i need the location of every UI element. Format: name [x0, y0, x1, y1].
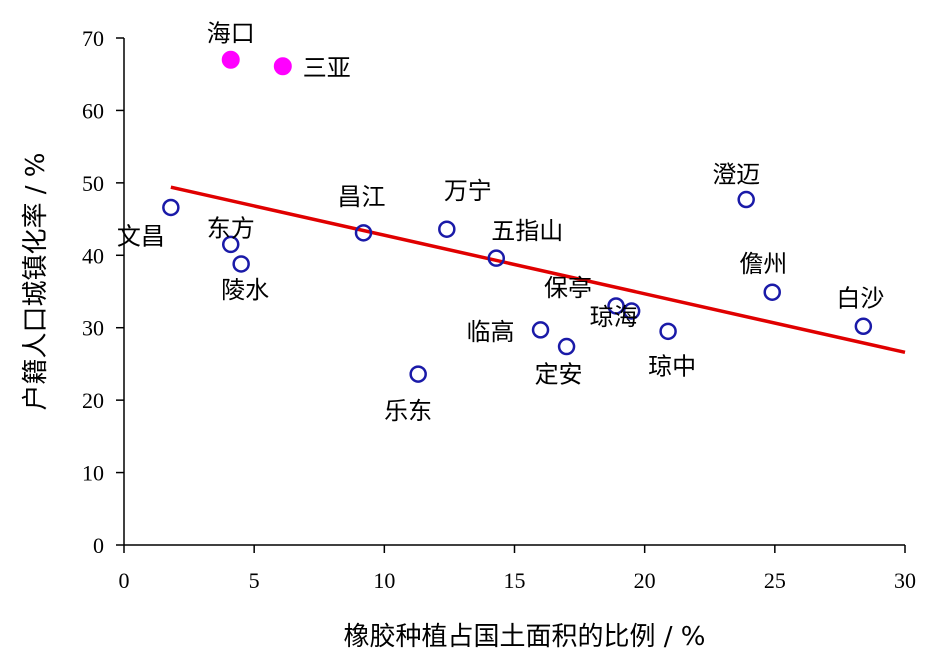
data-point — [737, 190, 755, 209]
x-tick-label: 25 — [764, 568, 786, 593]
point-label: 临高 — [467, 318, 515, 346]
trendline — [170, 185, 906, 355]
data-point — [232, 255, 250, 273]
data-point — [273, 57, 292, 76]
point-label: 文昌 — [117, 222, 165, 250]
data-point — [622, 302, 641, 320]
point-label: 儋州 — [739, 250, 787, 278]
data-point — [354, 224, 373, 242]
y-tick-label: 0 — [93, 533, 104, 558]
trendline-group — [170, 185, 906, 355]
point-label: 东方 — [207, 214, 255, 242]
point-label: 乐东 — [384, 397, 432, 425]
point-label: 陵水 — [221, 276, 269, 304]
point-label: 昌江 — [338, 183, 386, 211]
y-tick-label: 40 — [82, 243, 104, 268]
x-tick-label: 30 — [894, 568, 916, 593]
point-label: 白沙 — [836, 284, 884, 312]
y-tick-label: 70 — [82, 26, 104, 51]
point-label: 海口 — [207, 20, 255, 48]
y-axis-title: 户籍人口城镇化率 / % — [21, 153, 51, 411]
data-point — [487, 249, 506, 267]
point-label: 万宁 — [444, 177, 492, 205]
point-label: 琼海 — [590, 303, 638, 331]
data-point — [221, 235, 240, 254]
data-point — [438, 220, 456, 238]
data-point — [409, 365, 427, 383]
x-tick-label: 10 — [373, 568, 395, 593]
data-point — [854, 317, 873, 336]
data-point — [531, 321, 550, 339]
x-tick-label: 20 — [634, 568, 656, 593]
axes: 0 10 20 30 40 50 60 70 0 5 10 15 20 25 30 — [82, 26, 916, 593]
point-label: 琼中 — [648, 352, 696, 380]
data-point — [659, 322, 677, 341]
point-label: 五指山 — [491, 217, 563, 245]
data-point — [607, 297, 625, 315]
points-group — [162, 50, 873, 383]
x-axis-title: 橡胶种植占国土面积的比例 / % — [344, 622, 706, 652]
point-label: 三亚 — [303, 54, 351, 82]
data-point — [221, 50, 240, 69]
y-tick-label: 10 — [82, 461, 104, 486]
y-tick-label: 20 — [82, 388, 104, 413]
point-label: 保亭 — [544, 274, 592, 302]
data-point — [162, 198, 180, 217]
y-tick-label: 60 — [82, 98, 104, 123]
data-point — [557, 337, 576, 356]
x-tick-label: 15 — [504, 568, 526, 593]
data-point — [763, 283, 781, 301]
point-label: 澄迈 — [712, 161, 760, 189]
x-tick-label: 0 — [119, 568, 130, 593]
y-tick-label: 30 — [82, 316, 104, 341]
point-label: 定安 — [535, 361, 583, 389]
y-tick-label: 50 — [82, 171, 104, 196]
x-tick-label: 5 — [249, 568, 260, 593]
